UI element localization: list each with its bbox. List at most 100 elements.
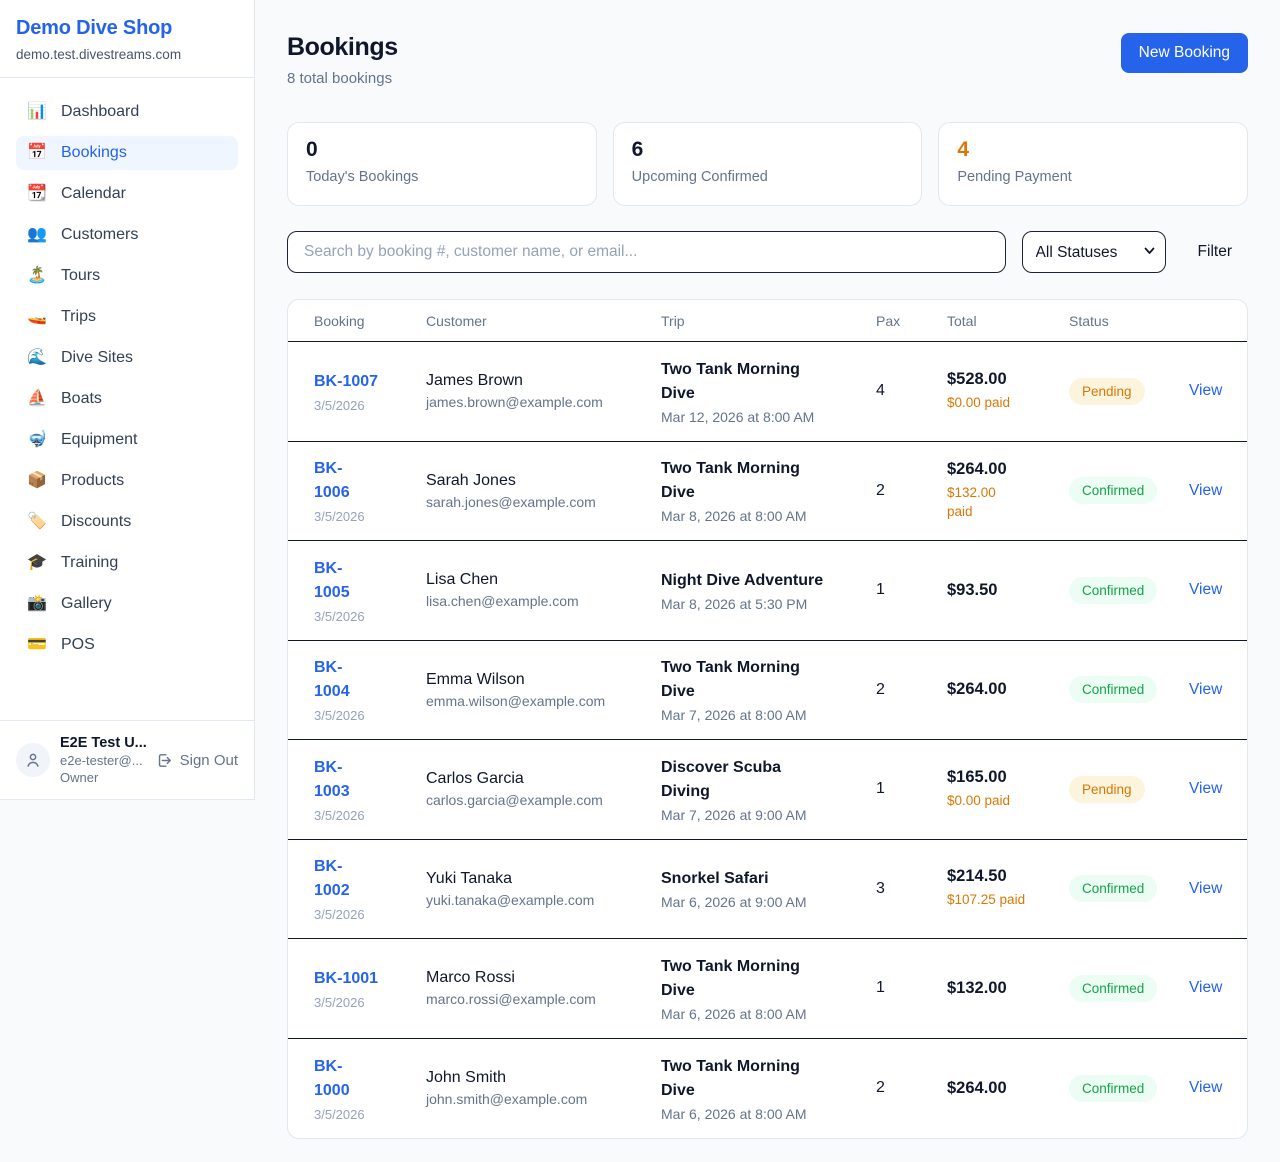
stat-value: 6 <box>631 138 644 161</box>
pax-cell: 2 <box>876 680 885 698</box>
booking-id-link[interactable]: BK-1001 <box>314 969 379 987</box>
status-cell: Confirmed <box>1069 1074 1189 1102</box>
search-input[interactable] <box>287 231 1006 273</box>
total-amount: $528.00 <box>947 369 1007 388</box>
booking-date: 3/5/2026 <box>314 1106 365 1122</box>
trip-name: Night Dive Adventure <box>661 571 824 589</box>
column-header-pax: Pax <box>876 312 901 329</box>
sidebar-item-boats[interactable]: ⛵ Boats <box>16 382 238 416</box>
booking-date: 3/5/2026 <box>314 608 365 624</box>
booking-cell: BK-1004 3/5/2026 <box>314 656 426 723</box>
view-link[interactable]: View <box>1189 780 1223 798</box>
sidebar-item-training[interactable]: 🎓 Training <box>16 546 238 580</box>
total-amount: $264.00 <box>947 459 1007 478</box>
filter-row: All Statuses Filter <box>287 231 1248 273</box>
booking-id-link[interactable]: BK-1002 <box>314 858 350 900</box>
package-icon: 📦 <box>27 472 47 489</box>
user-info: E2E Test U... e2e-tester@... Owner <box>60 735 147 785</box>
trip-name: Discover Scuba Diving <box>661 758 782 800</box>
view-link[interactable]: View <box>1189 481 1223 499</box>
sidebar-item-trips[interactable]: 🚤 Trips <box>16 300 238 334</box>
app-domain: demo.test.divestreams.com <box>16 47 182 62</box>
people-icon: 👥 <box>27 226 47 243</box>
sidebar-item-products[interactable]: 📦 Products <box>16 464 238 498</box>
sidebar-item-bookings[interactable]: 📅 Bookings <box>16 136 238 170</box>
booking-id-link[interactable]: BK-1005 <box>314 559 350 601</box>
customer-cell: Marco Rossi marco.rossi@example.com <box>426 969 661 1007</box>
filter-button[interactable]: Filter <box>1197 243 1232 260</box>
sidebar-item-label: Bookings <box>61 144 127 161</box>
sidebar-item-label: Equipment <box>61 431 138 448</box>
actions-cell: View <box>1189 780 1232 798</box>
status-select[interactable]: All Statuses <box>1021 231 1166 273</box>
sign-out-button[interactable]: Sign Out <box>156 752 238 769</box>
status-cell: Pending <box>1069 775 1189 803</box>
column-header-customer: Customer <box>426 312 487 329</box>
booking-id-link[interactable]: BK-1007 <box>314 372 379 390</box>
actions-cell: View <box>1189 681 1232 699</box>
speedboat-icon: 🚤 <box>27 308 47 325</box>
status-cell: Confirmed <box>1069 974 1189 1002</box>
paid-amount: $107.25 paid <box>947 892 1026 908</box>
diving-mask-icon: 🤿 <box>27 431 47 448</box>
sidebar-item-label: Gallery <box>61 595 112 612</box>
booking-id-link[interactable]: BK-1006 <box>314 460 350 502</box>
sidebar-item-label: Dashboard <box>61 103 140 120</box>
trip-datetime: Mar 7, 2026 at 9:00 AM <box>661 806 807 823</box>
booking-id-link[interactable]: BK-1003 <box>314 758 350 800</box>
booking-cell: BK-1005 3/5/2026 <box>314 557 426 624</box>
sidebar-item-dive-sites[interactable]: 🌊 Dive Sites <box>16 341 238 375</box>
actions-cell: View <box>1189 1079 1232 1097</box>
customer-cell: Emma Wilson emma.wilson@example.com <box>426 671 661 709</box>
stat-label: Today's Bookings <box>306 169 419 185</box>
customer-email: marco.rossi@example.com <box>426 991 596 1008</box>
booking-date: 3/5/2026 <box>314 708 365 724</box>
pax-cell: 1 <box>876 979 885 997</box>
trip-cell: Two Tank Morning Dive Mar 6, 2026 at 8:00… <box>661 955 876 1022</box>
stat-value: 0 <box>306 138 318 161</box>
sidebar-item-gallery[interactable]: 📸 Gallery <box>16 587 238 621</box>
camera-flash-icon: 📸 <box>27 595 47 612</box>
column-header-booking: Booking <box>314 312 365 329</box>
view-link[interactable]: View <box>1189 680 1223 698</box>
page-title: Bookings <box>287 33 398 61</box>
sidebar-item-label: Products <box>61 472 125 489</box>
status-badge: Pending <box>1069 377 1145 405</box>
island-icon: 🏝️ <box>27 267 47 284</box>
page-subtitle: 8 total bookings <box>287 70 393 87</box>
status-cell: Pending <box>1069 377 1189 405</box>
view-link[interactable]: View <box>1189 581 1223 599</box>
view-link[interactable]: View <box>1189 1079 1223 1097</box>
stat-card-upcoming-confirmed: 6 Upcoming Confirmed <box>612 122 923 206</box>
trip-cell: Night Dive Adventure Mar 8, 2026 at 5:30 … <box>661 569 876 612</box>
sidebar-item-discounts[interactable]: 🏷️ Discounts <box>16 505 238 539</box>
sidebar-item-tours[interactable]: 🏝️ Tours <box>16 259 238 293</box>
sidebar-item-customers[interactable]: 👥 Customers <box>16 218 238 252</box>
view-link[interactable]: View <box>1189 979 1223 997</box>
sidebar-item-calendar[interactable]: 📆 Calendar <box>16 177 238 211</box>
customer-email: james.brown@example.com <box>426 394 603 411</box>
sidebar-item-pos[interactable]: 💳 POS <box>16 628 238 662</box>
total-amount: $132.00 <box>947 978 1007 997</box>
wave-icon: 🌊 <box>27 349 47 366</box>
sidebar-item-label: Training <box>61 554 119 571</box>
view-link[interactable]: View <box>1189 879 1223 897</box>
graduation-cap-icon: 🎓 <box>27 554 47 571</box>
new-booking-button[interactable]: New Booking <box>1120 33 1248 73</box>
table-row: BK-1006 3/5/2026 Sarah Jones sarah.jones@ex… <box>288 442 1247 541</box>
sidebar-item-dashboard[interactable]: 📊 Dashboard <box>16 95 238 129</box>
status-badge: Confirmed <box>1069 1074 1158 1102</box>
table-row: BK-1007 3/5/2026 James Brown james.brown@ex… <box>288 342 1247 442</box>
column-header-status: Status <box>1069 312 1109 329</box>
table-row: BK-1000 3/5/2026 John Smith john.smith@exam… <box>288 1039 1247 1139</box>
booking-id-link[interactable]: BK-1004 <box>314 659 350 701</box>
sidebar-item-equipment[interactable]: 🤿 Equipment <box>16 423 238 457</box>
customer-email: yuki.tanaka@example.com <box>426 891 595 908</box>
status-badge: Confirmed <box>1069 875 1158 903</box>
sidebar-nav: 📊 Dashboard 📅 Bookings 📆 Calendar 👥 Customers 🏝️… <box>0 78 254 720</box>
booking-id-link[interactable]: BK-1000 <box>314 1057 350 1099</box>
paid-amount: $0.00 paid <box>947 394 1011 410</box>
actions-cell: View <box>1189 581 1232 599</box>
booking-date: 3/5/2026 <box>314 907 365 923</box>
view-link[interactable]: View <box>1189 382 1223 400</box>
